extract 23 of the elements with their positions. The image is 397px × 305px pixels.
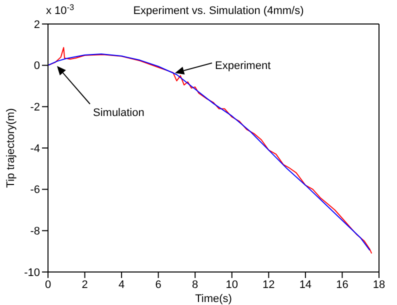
chart-title: Experiment vs. Simulation (4mm/s) [133,5,304,17]
x-tick-label: 6 [155,278,162,291]
x-tick-label: 18 [372,278,386,291]
y-tick-label: -2 [30,102,40,114]
y-tick-label: -8 [30,226,40,238]
y-tick-label: 0 [34,60,40,72]
x-tick-label: 14 [299,278,312,291]
x-tick-label: 8 [192,278,198,291]
x-tick-label: 16 [336,278,348,291]
x-tick-label: 4 [118,278,125,291]
y-axis-title: Tip trajectory(m) [4,108,17,188]
x-tick-label: 0 [44,278,52,291]
y-tick-label: -10 [24,266,40,279]
y-tick-label: -6 [30,184,40,196]
annotation: Simulation [93,107,144,119]
y-tick-label: -4 [30,142,40,155]
text: x 10$^{-3}$ [46,2,75,17]
x-tick-label: 2 [82,278,88,291]
x-tick-label: 10 [226,278,238,291]
annotation: Experiment [215,60,271,72]
x-tick-label: 12 [262,278,275,291]
y-tick-label: 2 [34,18,40,31]
x-axis-title: Time(s) [195,293,232,305]
